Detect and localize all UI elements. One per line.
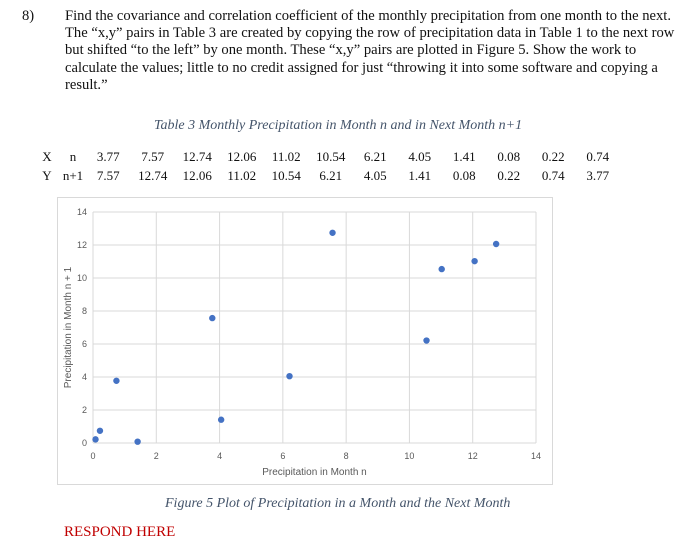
table-cell: 1.41 bbox=[452, 148, 476, 164]
scatter-plot: 0 2 4 6 8 10 12 14 0 2 4 6 8 10 12 14 Precipitation in M… bbox=[63, 207, 541, 478]
data-point bbox=[134, 438, 141, 445]
data-point bbox=[471, 257, 478, 265]
data-point bbox=[92, 436, 99, 443]
table-cell: 3.77 bbox=[96, 148, 120, 164]
x-tick-label: 10 bbox=[404, 451, 414, 461]
y-axis-label: Precipitation in Month n + 1 bbox=[63, 266, 74, 388]
y-tick-label: 14 bbox=[77, 207, 87, 217]
table-cell: 10.54 bbox=[271, 167, 301, 183]
y-tick-label: 2 bbox=[82, 405, 87, 415]
y-tick-label: 0 bbox=[82, 438, 87, 448]
y-tick-label: 10 bbox=[77, 273, 87, 283]
x-tick-label: 8 bbox=[344, 451, 349, 461]
x-tick-label: 2 bbox=[154, 451, 159, 461]
x-tick-label: 6 bbox=[280, 451, 285, 461]
table-cell: 1.41 bbox=[408, 167, 432, 183]
table-cell: 6.21 bbox=[363, 148, 387, 164]
x-tick-label: 4 bbox=[217, 451, 222, 461]
question-number: 8) bbox=[22, 8, 35, 24]
scatter-chart: 0 2 4 6 8 10 12 14 0 2 4 6 8 10 12 14 Precipitation in M… bbox=[57, 197, 553, 485]
table-cell: 0.22 bbox=[497, 167, 521, 183]
figure-caption: Figure 5 Plot of Precipitation in a Mont… bbox=[165, 496, 511, 511]
table-cell: 0.74 bbox=[541, 167, 565, 183]
table-cell: 7.57 bbox=[96, 167, 120, 183]
table-cell: 7.57 bbox=[141, 148, 165, 164]
y-tick-label: 12 bbox=[77, 240, 87, 250]
data-point bbox=[492, 240, 500, 248]
x-tick-label: 12 bbox=[468, 451, 478, 461]
y-tick-label: 4 bbox=[82, 372, 87, 382]
row-sub: n+1 bbox=[62, 167, 84, 183]
data-point bbox=[209, 314, 216, 322]
data-point bbox=[286, 372, 293, 380]
data-point bbox=[113, 377, 120, 384]
question-text: Find the covariance and correlation coef… bbox=[65, 8, 675, 93]
data-point bbox=[96, 427, 104, 434]
y-tick-label: 6 bbox=[82, 339, 87, 349]
row-label: Y bbox=[42, 167, 52, 183]
table-cell: 3.77 bbox=[586, 167, 610, 183]
table-cell: 11.02 bbox=[227, 167, 257, 183]
table-cell: 0.74 bbox=[586, 148, 610, 164]
table-cell: 12.74 bbox=[182, 148, 212, 164]
data-point bbox=[423, 337, 430, 344]
row-label: X bbox=[42, 148, 52, 164]
table-cell: 6.21 bbox=[319, 167, 343, 183]
x-axis-label: Precipitation in Month n bbox=[262, 467, 367, 478]
table-cell: 12.74 bbox=[138, 167, 168, 183]
x-tick-label: 14 bbox=[531, 451, 541, 461]
data-point bbox=[329, 229, 336, 236]
respond-here-label[interactable]: RESPOND HERE bbox=[64, 524, 176, 540]
table-cell: 4.05 bbox=[363, 167, 387, 183]
table-cell: 0.08 bbox=[497, 148, 521, 164]
x-tick-label: 0 bbox=[90, 451, 95, 461]
table-cell: 4.05 bbox=[408, 148, 432, 164]
table-cell: 11.02 bbox=[271, 148, 301, 164]
row-sub: n bbox=[69, 148, 77, 164]
question: 8) Find the covariance and correlation c… bbox=[22, 8, 682, 94]
data-point bbox=[217, 416, 225, 423]
y-tick-label: 8 bbox=[82, 306, 87, 316]
table-cell: 0.22 bbox=[541, 148, 565, 164]
table-caption: Table 3 Monthly Precipitation in Month n… bbox=[154, 118, 523, 133]
table-cell: 10.54 bbox=[316, 148, 346, 164]
table-cell: 12.06 bbox=[227, 148, 257, 164]
table-cell: 0.08 bbox=[452, 167, 476, 183]
table-cell: 12.06 bbox=[182, 167, 212, 183]
data-point bbox=[438, 265, 445, 273]
